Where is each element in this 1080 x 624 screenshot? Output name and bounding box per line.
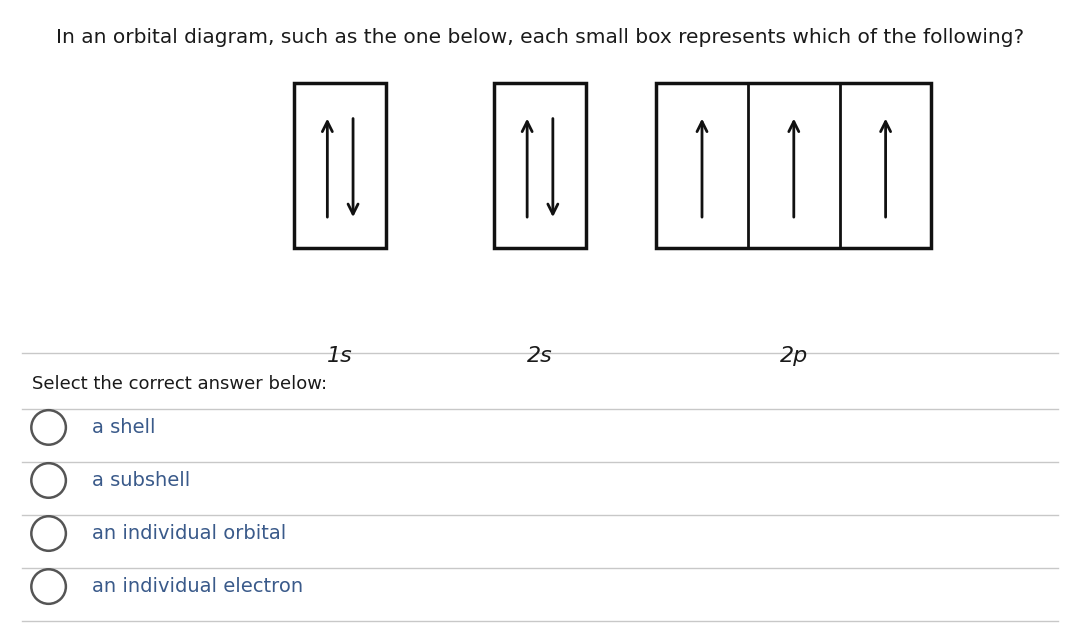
Bar [495,82,585,248]
Bar [294,82,387,248]
Text: 1s: 1s [327,346,353,366]
Text: a subshell: a subshell [92,471,190,490]
Text: In an orbital diagram, such as the one below, each small box represents which of: In an orbital diagram, such as the one b… [56,28,1024,47]
Text: a shell: a shell [92,418,156,437]
Text: Select the correct answer below:: Select the correct answer below: [32,375,327,392]
Text: 2s: 2s [527,346,553,366]
Text: an individual electron: an individual electron [92,577,302,596]
Bar [656,82,931,248]
Text: 2p: 2p [780,346,808,366]
Text: an individual orbital: an individual orbital [92,524,286,543]
